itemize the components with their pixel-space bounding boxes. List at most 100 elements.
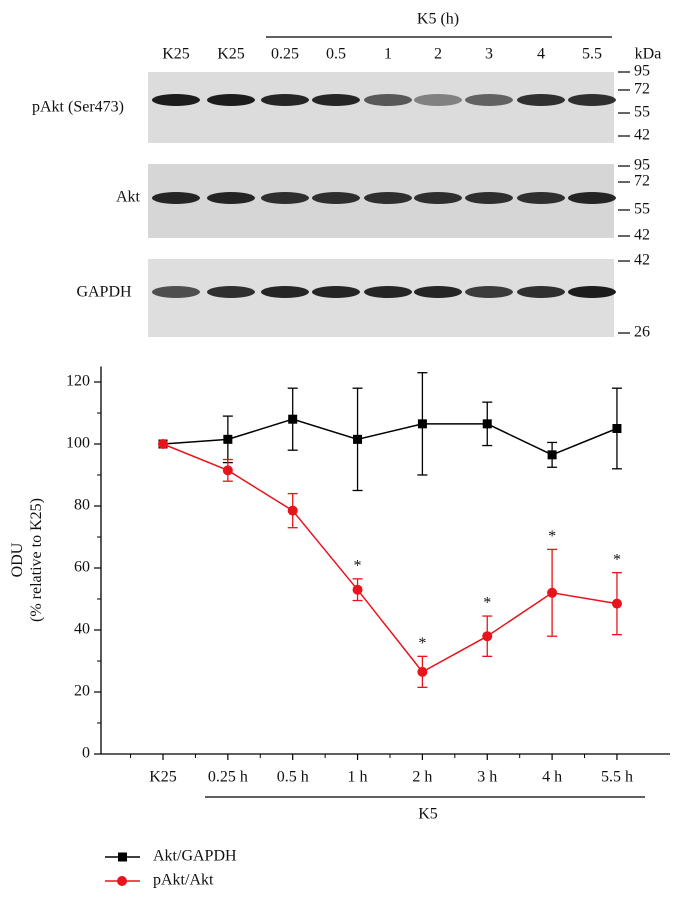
marker-label: 55: [634, 201, 650, 218]
marker-label: 95: [634, 63, 650, 80]
band: [364, 286, 412, 298]
point: [287, 505, 298, 516]
point: [547, 587, 558, 598]
band: [152, 192, 200, 204]
band: [414, 286, 462, 298]
x-tick-label: 5.5 h: [601, 769, 633, 786]
point: [611, 598, 622, 609]
significance-label: *: [548, 528, 556, 545]
band: [465, 286, 513, 298]
point: [288, 414, 298, 424]
y-tick-label: 120: [66, 373, 90, 390]
band: [312, 286, 360, 298]
band: [465, 192, 513, 204]
band: [364, 192, 412, 204]
unit-label: kDa: [635, 46, 662, 63]
x-tick-label: K25: [149, 769, 177, 786]
lane-label: 4: [537, 46, 545, 63]
row-label: Akt: [116, 189, 141, 206]
x-tick-label: 3 h: [477, 769, 497, 786]
point: [223, 434, 233, 444]
lane-label: 5.5: [582, 46, 602, 63]
lane-label: 2: [434, 46, 442, 63]
marker-label: 55: [634, 104, 650, 121]
point: [417, 419, 427, 429]
y-tick-label: 20: [74, 683, 90, 700]
y-axis-label-line: (% relative to K25): [28, 498, 45, 622]
band: [568, 192, 616, 204]
marker-label: 42: [634, 127, 650, 144]
x-tick-label: 0.25 h: [208, 769, 248, 786]
significance-label: *: [613, 551, 621, 568]
x-tick-label: 4 h: [542, 769, 562, 786]
series-line: [162, 418, 618, 456]
band: [152, 286, 200, 298]
y-axis-label-line: ODU: [9, 542, 26, 577]
western-blot: K5 (h) kDa K25 K25 0.25 0.5 1 2 3 4 5.5 pAkt (Ser…: [32, 11, 661, 341]
lane-label: 0.25: [271, 46, 299, 63]
y-tick-label: 80: [74, 497, 90, 514]
band: [261, 94, 309, 106]
row-label: GAPDH: [76, 284, 132, 301]
band: [152, 94, 200, 106]
significance-label: *: [354, 558, 362, 575]
point: [353, 434, 363, 444]
marker-label: 72: [634, 173, 650, 190]
point: [352, 584, 363, 595]
blot-panel: [148, 259, 614, 337]
band: [261, 286, 309, 298]
band: [207, 192, 255, 204]
series-line: [162, 443, 618, 673]
band: [364, 94, 412, 106]
band: [312, 192, 360, 204]
y-tick-label: 100: [66, 435, 90, 452]
x-tick-label: 2 h: [412, 769, 432, 786]
blot-panel: [148, 72, 614, 143]
point: [222, 465, 233, 476]
point: [482, 631, 493, 642]
band: [465, 94, 513, 106]
marker-label: 42: [634, 227, 650, 244]
band: [207, 94, 255, 106]
band: [207, 286, 255, 298]
point: [158, 439, 168, 449]
band: [568, 286, 616, 298]
group-label: K5 (h): [417, 11, 459, 28]
y-tick-label: 60: [74, 559, 90, 576]
band: [517, 286, 565, 298]
point: [482, 419, 492, 429]
significance-label: *: [418, 635, 426, 652]
row-label: pAkt (Ser473): [32, 99, 124, 116]
point: [612, 424, 622, 433]
lane-label: 1: [384, 46, 392, 63]
marker-label: 72: [634, 81, 650, 98]
x-tick-label: 1 h: [348, 769, 368, 786]
band: [414, 192, 462, 204]
marker-label: 26: [634, 324, 650, 341]
band: [517, 192, 565, 204]
y-axis-label: ODU (% relative to K25): [9, 498, 45, 622]
y-tick-label: 0: [82, 745, 90, 762]
band: [261, 192, 309, 204]
legend-label: pAkt/Akt: [153, 872, 214, 889]
point: [547, 450, 557, 460]
lane-label: K25: [162, 46, 190, 63]
legend-label: Akt/GAPDH: [153, 848, 237, 865]
legend-marker: [117, 876, 127, 886]
x-tick-label: 0.5 h: [277, 769, 309, 786]
x-group-label: K5: [418, 806, 438, 823]
point: [417, 666, 428, 677]
band: [568, 94, 616, 106]
lane-label: K25: [217, 46, 245, 63]
lane-label: 0.5: [326, 46, 346, 63]
significance-label: *: [483, 595, 491, 612]
marker-label: 95: [634, 157, 650, 174]
lane-label: 3: [485, 46, 493, 63]
band: [414, 94, 462, 106]
y-tick-label: 40: [74, 621, 90, 638]
legend-marker: [118, 852, 127, 862]
marker-label: 42: [634, 252, 650, 269]
band: [312, 94, 360, 106]
band: [517, 94, 565, 106]
